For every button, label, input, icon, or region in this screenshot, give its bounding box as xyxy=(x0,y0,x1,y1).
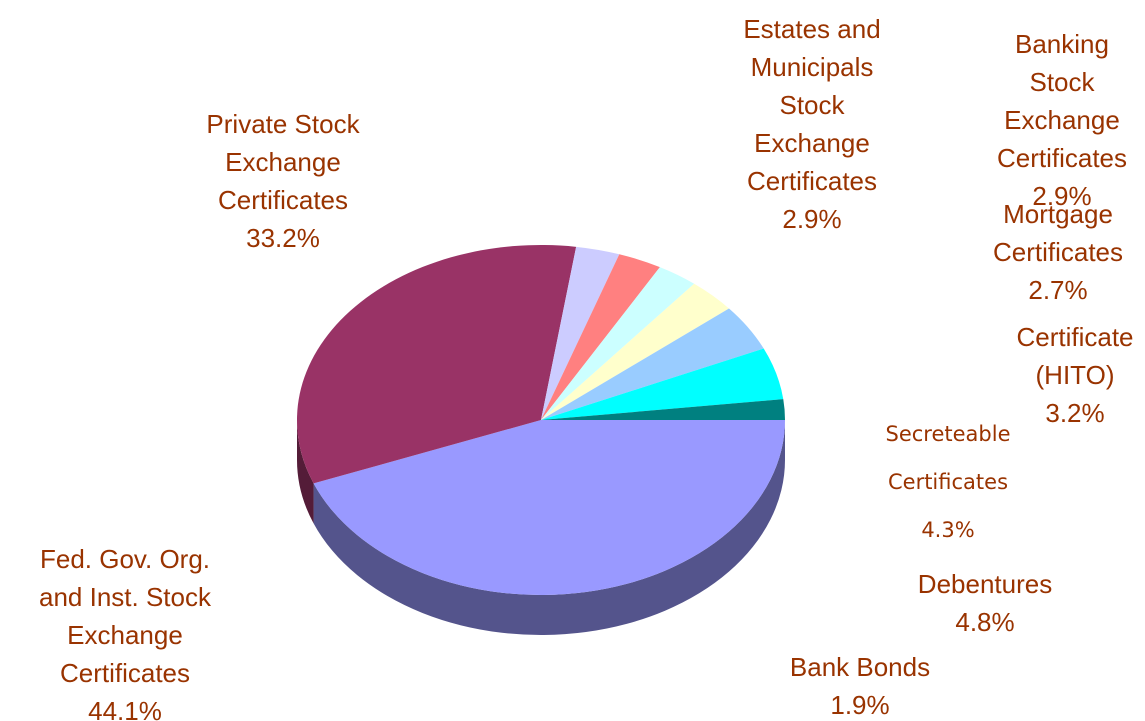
slice-label: Fed. Gov. Org. and Inst. Stock Exchange … xyxy=(39,540,211,721)
slice xyxy=(313,420,785,595)
slice-label: Certificate (HITO) 3.2% xyxy=(1016,318,1133,432)
slice-side xyxy=(297,420,314,524)
slice xyxy=(541,246,620,420)
slice xyxy=(541,308,764,420)
slice xyxy=(297,244,577,484)
slice-label: Mortgage Certificates 2.7% xyxy=(993,195,1123,309)
value-label: 1.9% xyxy=(830,690,890,720)
value-label: 2.9% xyxy=(1032,181,1092,211)
slice-label: Debentures 4.8% xyxy=(918,565,1052,641)
category-label: Banking Stock Exchange Certificates xyxy=(996,29,1128,173)
slice-label: Estates and Municipals Stock Exchange Ce… xyxy=(743,10,880,238)
value-label: 2.9% xyxy=(782,204,842,234)
slice-label: Private Stock Exchange Certificates 33.2% xyxy=(206,105,359,257)
category-label: Certificate (HITO) xyxy=(1016,322,1134,390)
slice xyxy=(541,348,784,420)
category-label: Mortgage Certificates xyxy=(992,199,1124,267)
value-label: 2.7% xyxy=(1028,275,1088,305)
slice xyxy=(541,283,730,420)
category-label: Debentures xyxy=(917,569,1053,599)
value-label: 3.2% xyxy=(1045,398,1105,428)
slice-side xyxy=(313,420,785,635)
value-label: 33.2% xyxy=(246,223,320,253)
slice-label: Secreteable Certificates 4.3% xyxy=(886,410,1011,554)
value-label: 4.3% xyxy=(921,518,975,542)
category-label: Estates and Municipals Stock Exchange Ce… xyxy=(743,14,881,196)
slice-label: Bank Bonds 1.9% xyxy=(790,648,930,721)
category-label: Fed. Gov. Org. and Inst. Stock Exchange … xyxy=(39,544,211,688)
slice xyxy=(541,254,660,420)
category-label: Secreteable Certificates xyxy=(885,422,1011,494)
value-label: 44.1% xyxy=(88,696,162,721)
slice xyxy=(541,399,785,420)
slice xyxy=(541,267,695,420)
category-label: Private Stock Exchange Certificates xyxy=(206,109,360,215)
slice-label: Banking Stock Exchange Certificates 2.9% xyxy=(997,25,1127,215)
category-label: Bank Bonds xyxy=(789,652,931,682)
value-label: 4.8% xyxy=(955,607,1015,637)
